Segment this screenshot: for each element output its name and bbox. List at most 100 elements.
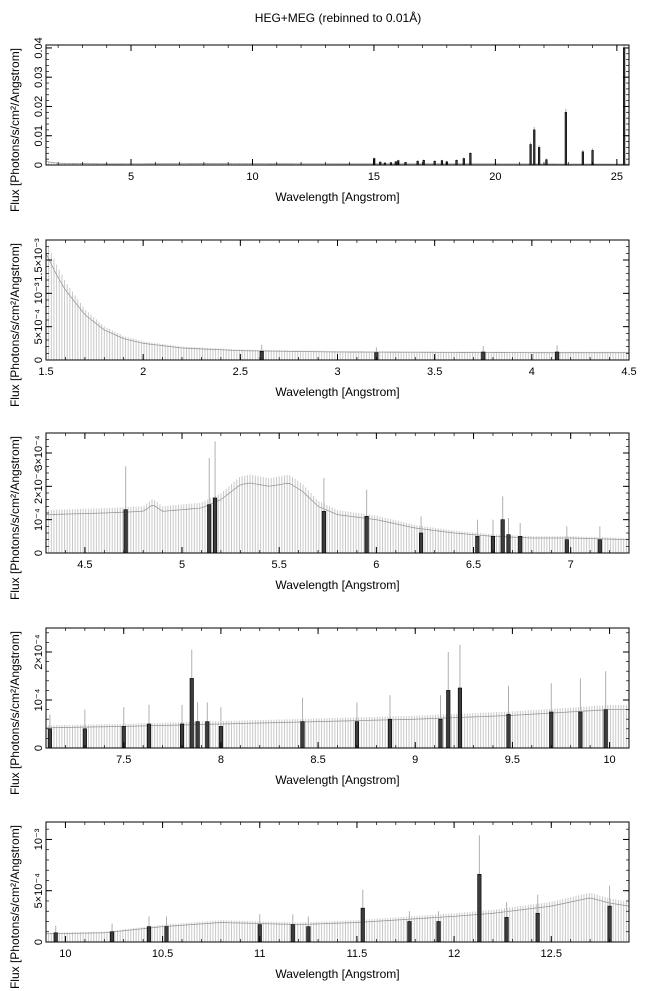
x-tick-label: 10 xyxy=(59,948,71,960)
x-tick-label: 5 xyxy=(179,559,185,571)
x-tick-label: 12.5 xyxy=(541,948,562,960)
emission-line-bar xyxy=(189,678,194,749)
y-axis-title: Flux [Photons/s/cm²/Angstrom] xyxy=(8,631,22,795)
emission-line-bar xyxy=(506,714,511,749)
continuum-line xyxy=(45,897,630,935)
emission-line-bar xyxy=(477,874,482,943)
y-tick-label: 10⁻³ xyxy=(33,282,45,304)
emission-line-bar xyxy=(259,351,264,361)
x-tick-label: 5 xyxy=(128,171,134,183)
emission-line-bar xyxy=(607,905,612,943)
emission-line-bar xyxy=(146,926,152,943)
y-axis-title: Flux [Photons/s/cm²/Angstrom] xyxy=(8,48,22,212)
emission-lines xyxy=(47,644,608,749)
continuum-line xyxy=(45,253,629,354)
emission-line-bar xyxy=(422,160,425,166)
x-tick-label: 4.5 xyxy=(77,559,92,571)
emission-line-bar xyxy=(419,532,424,554)
x-axis: 1.5 2 2.5 3 3.5 4 4.5 Wavelength [Angstrom] xyxy=(38,240,637,399)
emission-line-bar xyxy=(564,112,567,166)
emission-line-bar xyxy=(538,147,541,166)
x-tick-label: 8 xyxy=(218,754,224,766)
emission-lines xyxy=(53,835,612,943)
x-tick-label: 9.5 xyxy=(505,754,520,766)
emission-line-bar xyxy=(506,534,511,554)
y-tick-label: 0.01 xyxy=(33,125,45,146)
x-tick-label: 5.5 xyxy=(272,559,287,571)
emission-line-bar xyxy=(504,917,509,943)
emission-line-bar xyxy=(462,158,465,166)
emission-line-bar xyxy=(440,160,444,166)
emission-line-bar xyxy=(53,932,58,943)
x-tick-label: 7.5 xyxy=(116,754,131,766)
x-axis-title: Wavelength [Angstrom] xyxy=(275,385,399,399)
continuum-series xyxy=(45,240,630,360)
emission-line-bar xyxy=(555,351,560,361)
y-tick-label: 10⁻⁴ xyxy=(33,688,45,711)
emission-line-bar xyxy=(110,931,115,943)
emission-line-bar xyxy=(518,536,523,554)
emission-line-bar xyxy=(123,509,128,554)
x-tick-label: 2 xyxy=(140,366,146,378)
x-tick-label: 10 xyxy=(603,754,615,766)
emission-line-bar xyxy=(195,721,200,749)
emission-line-bar xyxy=(597,539,602,554)
x-tick-label: 7 xyxy=(568,559,574,571)
emission-line-bar xyxy=(306,926,311,943)
emission-line-bar xyxy=(354,721,359,749)
continuum-line xyxy=(45,161,629,165)
continuum-series xyxy=(45,474,630,553)
chart-panel-3: 4.5 5 5.5 6 6.5 7 Wavelength [Angstrom] 0 10⁻⁴ 2×… xyxy=(8,432,630,600)
x-tick-label: 6 xyxy=(373,559,379,571)
emission-line-bar xyxy=(603,709,608,749)
x-axis: 4.5 5 5.5 6 6.5 7 Wavelength [Angstrom] xyxy=(45,433,630,592)
x-tick-label: 9 xyxy=(412,754,418,766)
emission-line-bar xyxy=(300,721,305,749)
y-axis-title: Flux [Photons/s/cm²/Angstrom] xyxy=(8,436,22,600)
emission-line-bar xyxy=(360,907,365,943)
emission-line-bar xyxy=(364,516,369,554)
x-axis-title: Wavelength [Angstrom] xyxy=(275,773,399,787)
y-tick-label: 5×10⁻⁴ xyxy=(33,873,45,909)
continuum-line xyxy=(45,709,629,729)
emission-line-bar xyxy=(457,687,462,749)
emission-line-bar xyxy=(290,924,295,943)
x-tick-label: 25 xyxy=(611,171,623,183)
emission-line-bar xyxy=(179,723,185,749)
figure-title: HEG+MEG (rebinned to 0.01Å) xyxy=(255,10,421,25)
emission-line-bar xyxy=(481,351,486,361)
plot-frame xyxy=(45,44,630,166)
y-tick-label: 0 xyxy=(33,357,45,363)
emission-line-bar xyxy=(205,721,210,749)
y-axis: 0 5×10⁻⁴ 10⁻³ Flux [Photons/s/cm²/Angstrom] xyxy=(8,825,629,989)
y-tick-label: 10⁻³ xyxy=(33,828,45,850)
x-tick-label: 4.5 xyxy=(621,366,636,378)
emission-line-bar xyxy=(475,536,480,554)
emission-line-bar xyxy=(549,711,554,749)
emission-line-bar xyxy=(436,921,441,943)
x-axis-title: Wavelength [Angstrom] xyxy=(275,967,399,981)
continuum-series xyxy=(45,892,630,942)
x-tick-label: 20 xyxy=(489,171,501,183)
y-tick-label: 0.04 xyxy=(33,37,45,58)
x-tick-label: 6.5 xyxy=(466,559,481,571)
y-tick-label: 0.02 xyxy=(33,96,45,117)
x-tick-label: 11 xyxy=(254,948,265,960)
emission-line-bar xyxy=(581,151,584,166)
y-tick-label: 3×10⁻⁴ xyxy=(33,435,45,471)
x-axis-title: Wavelength [Angstrom] xyxy=(275,578,399,592)
emission-lines xyxy=(373,45,626,166)
x-tick-label: 10 xyxy=(246,171,258,183)
x-tick-label: 12 xyxy=(448,948,460,960)
emission-line-bar xyxy=(213,497,218,554)
emission-line-bar xyxy=(146,723,152,749)
emission-line-bar xyxy=(164,926,169,943)
y-tick-label: 0.03 xyxy=(33,66,45,87)
continuum-line xyxy=(45,482,630,541)
x-tick-label: 3 xyxy=(334,366,340,378)
emission-line-bar xyxy=(446,690,451,749)
x-tick-label: 4 xyxy=(529,366,535,378)
y-tick-label: 2×10⁻⁴ xyxy=(33,468,45,504)
emission-line-bar xyxy=(387,718,393,749)
